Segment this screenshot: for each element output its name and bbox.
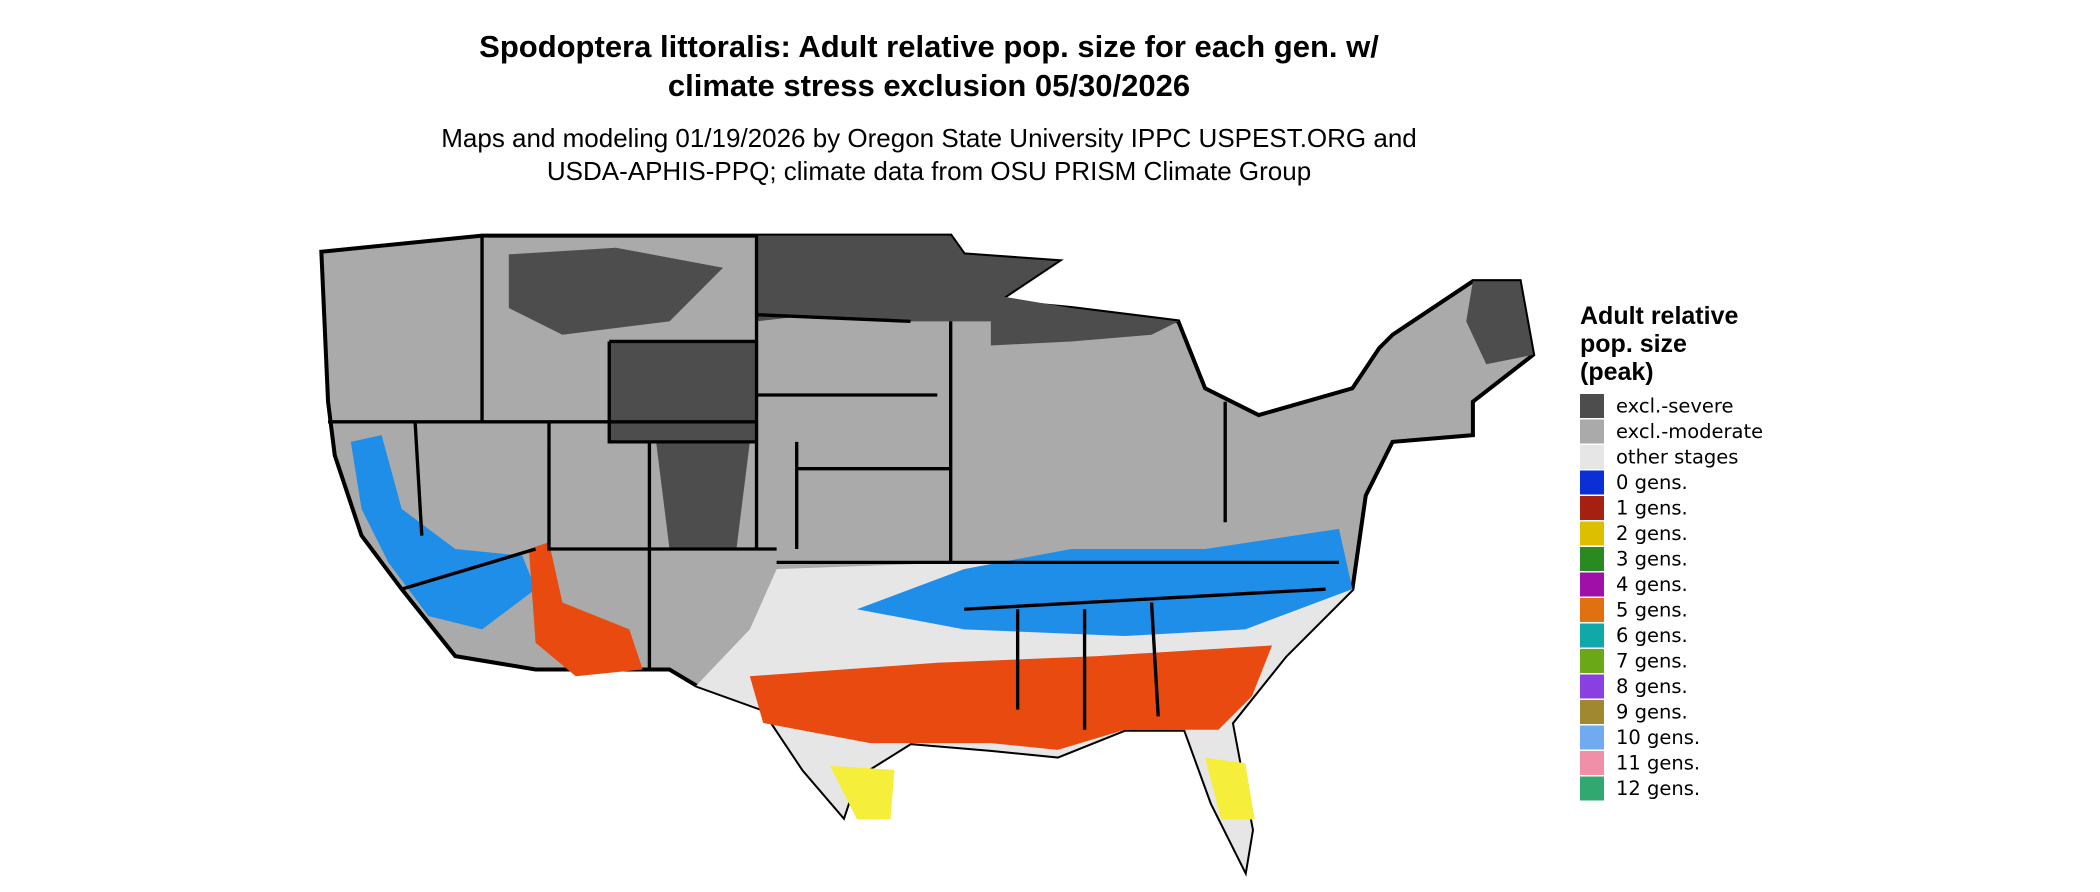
zero-gens-region xyxy=(350,435,536,630)
legend-swatch xyxy=(1580,470,1604,495)
title-line: climate stress exclusion 05/30/2026 xyxy=(668,68,1190,103)
legend-swatch xyxy=(1580,419,1604,444)
legend-label: 4 gens. xyxy=(1616,573,1688,596)
legend-label: 8 gens. xyxy=(1616,675,1688,698)
five-gens-region xyxy=(749,645,1273,750)
us-map xyxy=(319,233,1536,877)
legend-label: 2 gens. xyxy=(1616,522,1688,545)
legend-label: 5 gens. xyxy=(1616,599,1688,622)
legend-title-line: pop. size xyxy=(1580,330,1687,358)
legend-label: excl.-severe xyxy=(1616,395,1734,418)
legend-swatch xyxy=(1580,649,1604,673)
legend-title-line: (peak) xyxy=(1580,358,1654,386)
severe-region xyxy=(656,441,750,549)
legend-label: other stages xyxy=(1616,446,1738,469)
legend-swatch xyxy=(1580,445,1604,469)
legend-swatch xyxy=(1580,700,1604,724)
legend-label: 12 gens. xyxy=(1616,777,1700,800)
state-border xyxy=(328,235,1339,730)
subtitle-line: Maps and modeling 01/19/2026 by Oregon S… xyxy=(441,123,1417,153)
legend-label: 1 gens. xyxy=(1616,497,1688,520)
legend-label: 6 gens. xyxy=(1616,624,1688,647)
legend-label: 0 gens. xyxy=(1616,471,1688,494)
state-borders xyxy=(328,235,1339,730)
five-gens-region xyxy=(528,542,643,677)
two-gens-region xyxy=(830,765,895,820)
legend-label: 9 gens. xyxy=(1616,701,1688,724)
severe-region xyxy=(609,341,757,442)
severe-region xyxy=(990,294,1179,346)
legend-label: 7 gens. xyxy=(1616,650,1688,673)
legend-label: excl.-moderate xyxy=(1616,420,1763,443)
two-gens-region xyxy=(1205,757,1255,820)
us-outline xyxy=(319,233,1536,877)
legend: Adult relative pop. size (peak) excl.-se… xyxy=(1580,302,1763,801)
legend-swatch xyxy=(1580,496,1604,520)
legend-label: 10 gens. xyxy=(1616,726,1700,749)
legend-swatch xyxy=(1580,725,1604,750)
title-line: Spodoptera littoralis: Adult relative po… xyxy=(479,29,1379,64)
legend-swatch xyxy=(1580,674,1604,699)
legend-swatch xyxy=(1580,776,1604,801)
legend-title-line: Adult relative xyxy=(1580,302,1738,330)
legend-swatch xyxy=(1580,572,1604,597)
legend-swatch xyxy=(1580,623,1604,648)
severe-region xyxy=(756,235,1058,322)
legend-swatch xyxy=(1580,547,1604,571)
legend-swatch xyxy=(1580,751,1604,775)
subtitle-line: USDA-APHIS-PPQ; climate data from OSU PR… xyxy=(547,156,1311,186)
severe-region xyxy=(508,247,724,335)
legend-swatch xyxy=(1580,394,1604,418)
legend-label: 11 gens. xyxy=(1616,752,1700,775)
legend-swatch xyxy=(1580,598,1604,622)
legend-swatch xyxy=(1580,521,1604,546)
severe-region xyxy=(1466,281,1534,365)
legend-label: 3 gens. xyxy=(1616,548,1688,571)
